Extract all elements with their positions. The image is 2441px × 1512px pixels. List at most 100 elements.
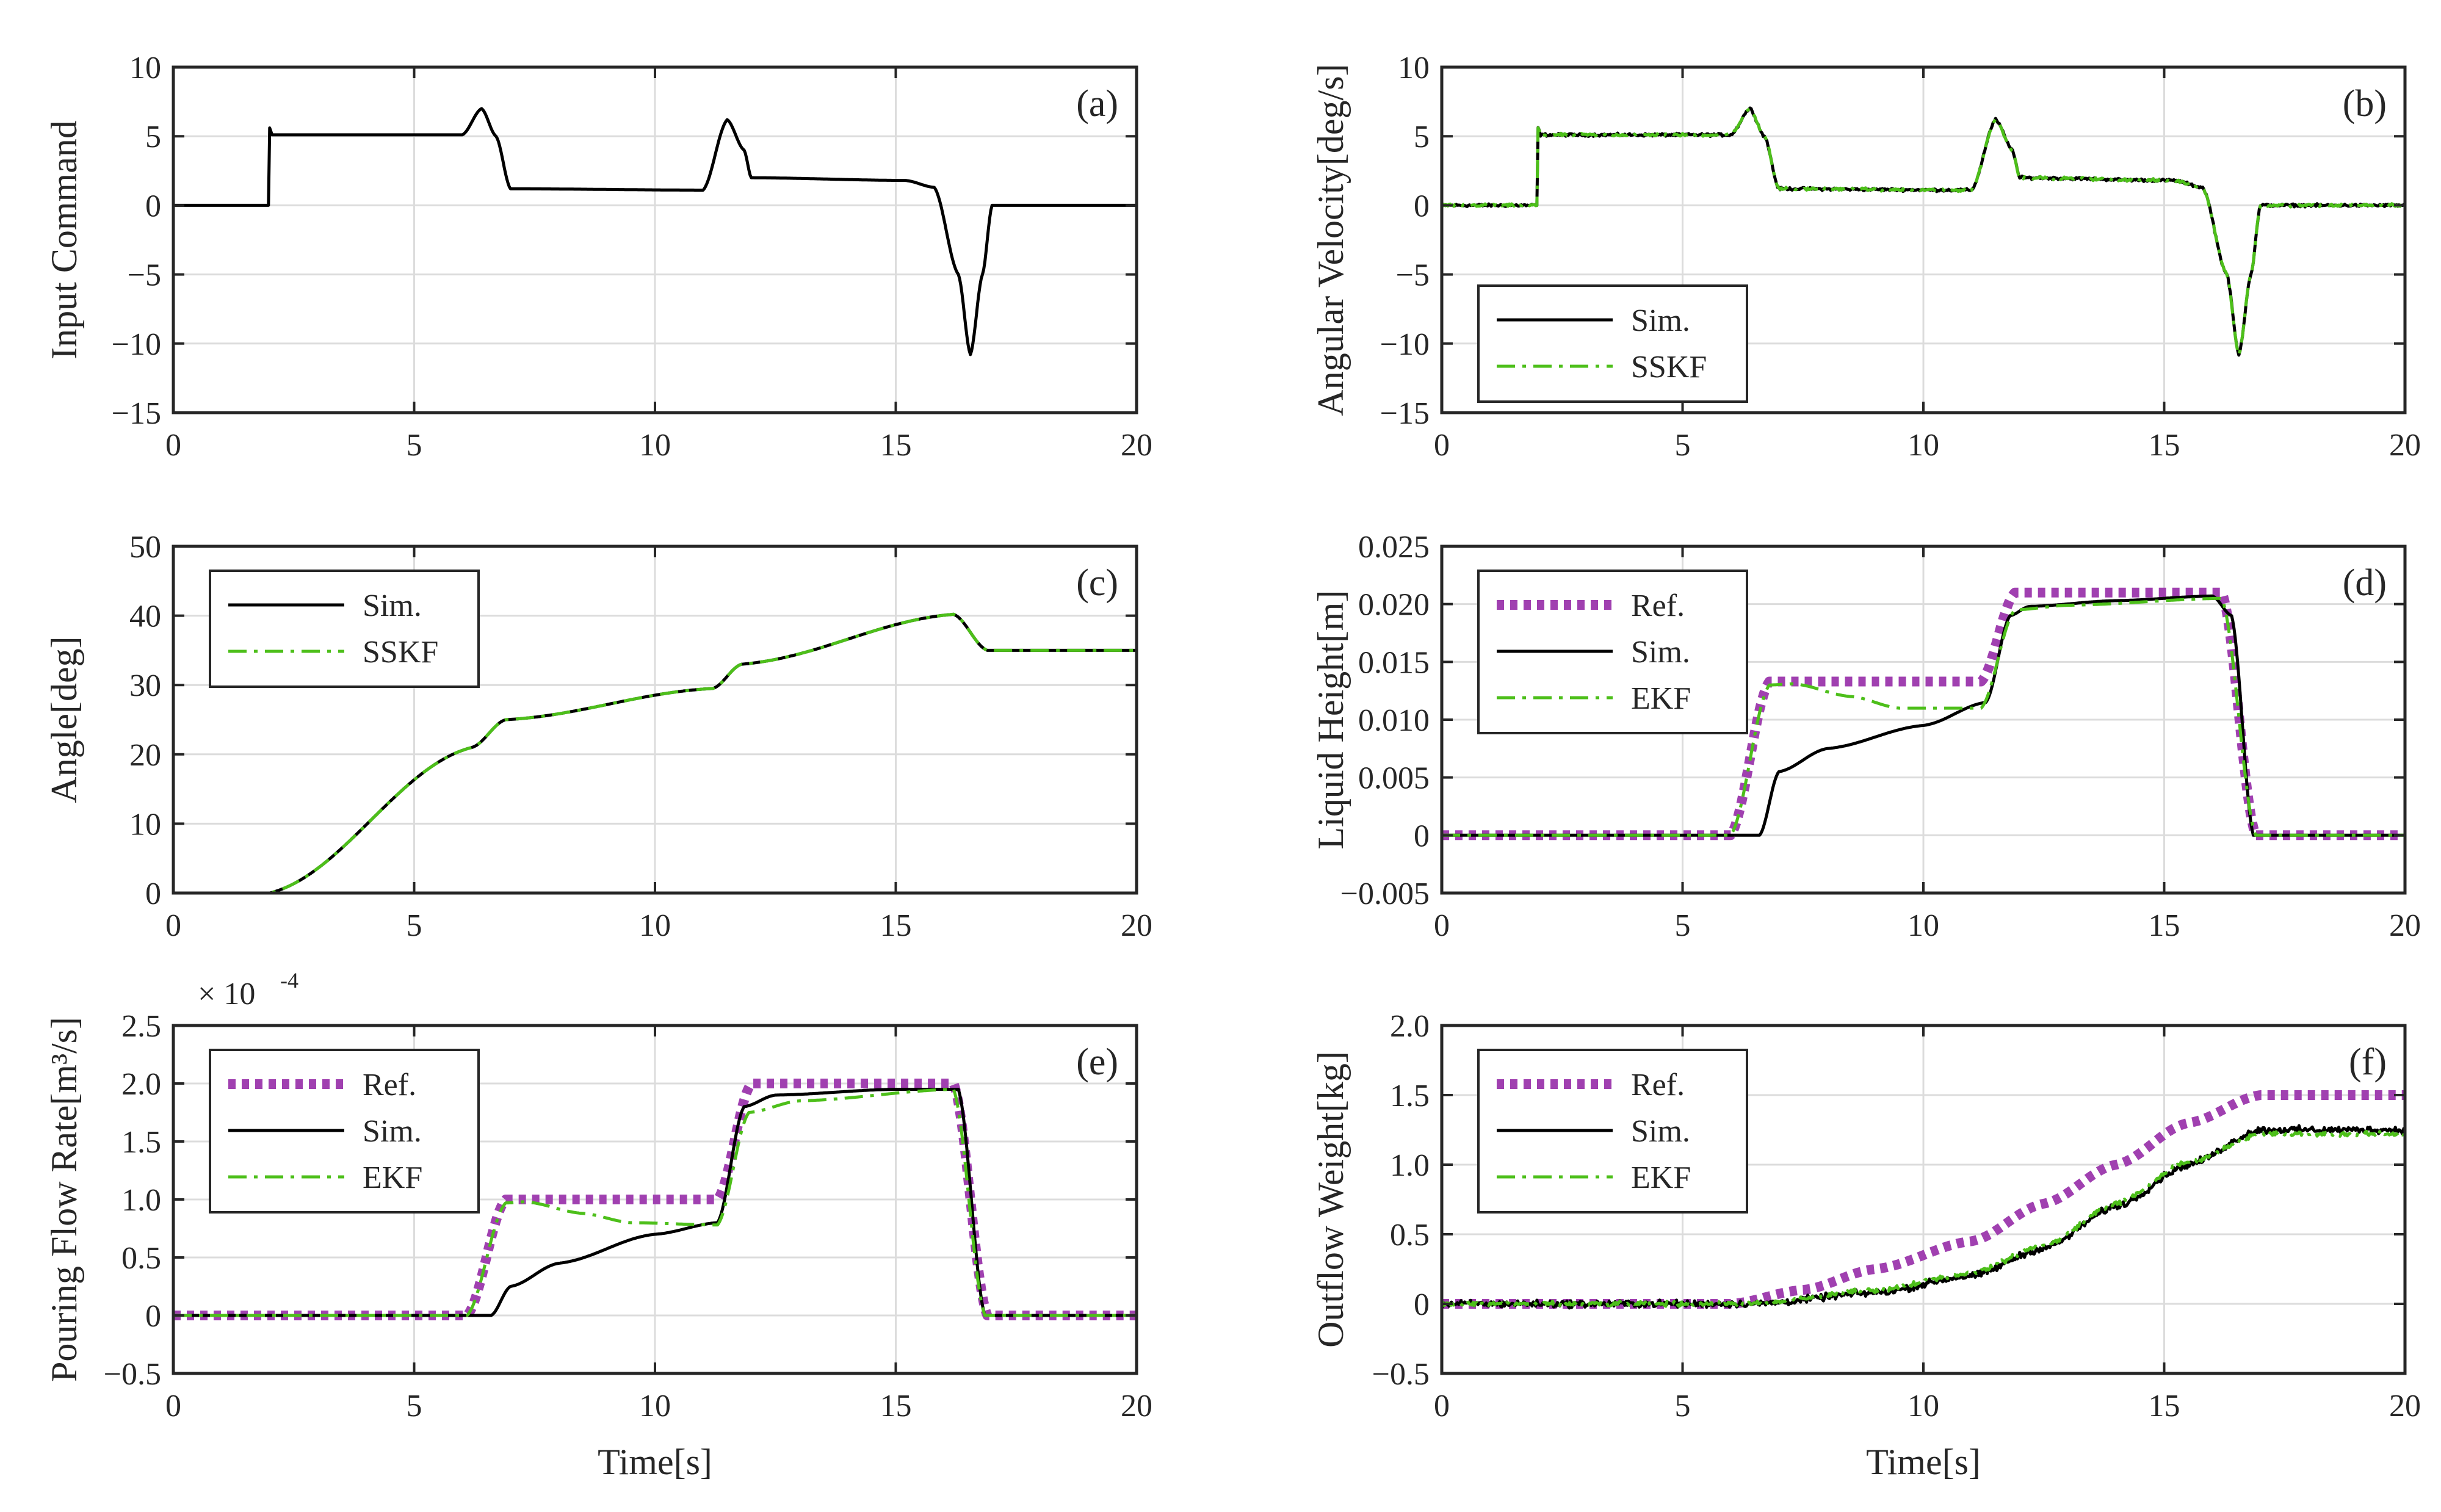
y-tick-label: 2.5: [121, 1009, 161, 1044]
y-tick-label: 0.025: [1358, 530, 1430, 565]
y-tick-label: 50: [129, 530, 161, 565]
x-tick-label: 5: [407, 908, 422, 943]
y-tick-label: 40: [129, 599, 161, 634]
legend-box: [209, 570, 480, 688]
legend: Ref. Sim. EKF: [209, 1049, 480, 1214]
x-axis-label: Time[s]: [1866, 1442, 1981, 1482]
y-axis-label: Pouring Flow Rate[m³/s]: [44, 1017, 84, 1382]
y-tick-label: −10: [112, 327, 161, 362]
legend-entry: Sim.: [1631, 303, 1690, 338]
series-line-sim: [1442, 1124, 2405, 1310]
x-tick-label: 15: [880, 1389, 912, 1423]
x-tick-label: 10: [639, 1389, 671, 1423]
x-tick-label: 10: [1908, 428, 1939, 463]
series-line-ref: [1442, 1090, 2405, 1309]
x-tick-label: 5: [1675, 908, 1691, 943]
y-tick-label: 10: [1398, 51, 1430, 85]
panel-label: (f): [2349, 1041, 2387, 1083]
x-tick-label: 0: [165, 908, 181, 943]
x-tick-label: 20: [1121, 1389, 1152, 1423]
y-tick-label: 0.005: [1358, 761, 1430, 796]
x-tick-label: 10: [639, 428, 671, 463]
panel-label: (d): [2343, 562, 2387, 604]
x-tick-label: 5: [407, 428, 422, 463]
legend-entry: Sim.: [1631, 1114, 1690, 1149]
series-line-sskf: [173, 612, 1137, 893]
x-tick-label: 10: [1908, 1389, 1939, 1423]
exponent-superscript: -4: [280, 968, 298, 993]
y-tick-label: 0: [1414, 819, 1430, 853]
panel-label: (c): [1076, 562, 1118, 604]
legend: Ref. Sim. EKF: [1477, 1049, 1748, 1214]
y-tick-label: −15: [112, 396, 161, 431]
y-tick-label: 10: [129, 51, 161, 85]
x-tick-label: 10: [1908, 908, 1939, 943]
panel-label: (e): [1076, 1041, 1118, 1083]
x-tick-label: 0: [165, 428, 181, 463]
exponent-label: × 10: [198, 977, 255, 1011]
series-line-input: [173, 107, 1137, 356]
y-tick-label: 1.0: [121, 1183, 161, 1218]
y-tick-label: 1.5: [1390, 1079, 1430, 1113]
y-axis-label: Input Command: [44, 120, 84, 360]
y-tick-label: 10: [129, 807, 161, 842]
legend: Ref. Sim. EKF: [1477, 570, 1748, 734]
legend-entry: EKF: [363, 1160, 422, 1195]
x-tick-label: 5: [1675, 428, 1691, 463]
y-tick-label: 30: [129, 668, 161, 703]
x-tick-label: 15: [2149, 1389, 2180, 1423]
chart-panel-c: 0 5 10 15 20 0 10 20 30 40 50 Angle[deg] (c) Sim. SSKF: [44, 530, 1152, 943]
legend-entry: Sim.: [363, 588, 422, 623]
y-tick-label: 0.020: [1358, 588, 1430, 623]
x-tick-label: 0: [1434, 1389, 1450, 1423]
x-tick-label: 5: [1675, 1389, 1691, 1423]
y-tick-label: −0.5: [104, 1357, 161, 1392]
x-tick-label: 15: [880, 908, 912, 943]
x-tick-label: 15: [2149, 428, 2180, 463]
y-tick-label: 20: [129, 738, 161, 773]
y-axis-label: Liquid Height[m]: [1311, 590, 1351, 850]
y-tick-label: 0: [145, 877, 161, 911]
x-tick-label: 0: [1434, 428, 1450, 463]
y-axis-label: Angular Velocity[deg/s]: [1311, 63, 1351, 416]
chart-panel-a: 0 5 10 15 20 −15 −10 −5 0 5 10 Input Command (a): [44, 51, 1152, 463]
series-line-ekf: [173, 1088, 1137, 1317]
y-tick-label: −0.5: [1372, 1357, 1430, 1392]
y-tick-label: −5: [1396, 258, 1430, 293]
y-tick-label: −5: [128, 258, 161, 293]
legend-entry: Ref.: [1631, 588, 1685, 623]
y-tick-label: 1.5: [121, 1125, 161, 1160]
panel-label: (a): [1076, 83, 1118, 125]
x-tick-label: 10: [639, 908, 671, 943]
chart-panel-d: 0 5 10 15 20−0.00500.0050.0100.0150.0200.025…: [1311, 530, 2421, 943]
y-tick-label: 0: [1414, 1287, 1430, 1322]
y-tick-label: 2.0: [1390, 1009, 1430, 1044]
x-tick-label: 15: [2149, 908, 2180, 943]
chart-panel-b: 0 5 10 15 20 −15 −10 −5 0 5 10 Angular Velocity[deg…: [1311, 51, 2421, 463]
series-line-sskf: [1442, 107, 2405, 357]
y-tick-label: 2.0: [121, 1067, 161, 1102]
y-tick-label: −10: [1380, 327, 1430, 362]
x-tick-label: 20: [2389, 908, 2421, 943]
y-tick-label: −0.005: [1340, 877, 1430, 911]
y-tick-label: 0.015: [1358, 645, 1430, 680]
x-tick-label: 5: [407, 1389, 422, 1423]
y-tick-label: 0: [145, 1299, 161, 1334]
legend-entry: EKF: [1631, 681, 1691, 716]
y-tick-label: 5: [145, 120, 161, 154]
y-tick-label: 1.0: [1390, 1148, 1430, 1183]
legend-box: [1477, 284, 1748, 403]
y-tick-label: 0: [145, 189, 161, 223]
legend-entry: Ref.: [363, 1068, 416, 1102]
legend: Sim. SSKF: [1477, 284, 1748, 403]
y-tick-label: 0.5: [1390, 1218, 1430, 1253]
x-tick-label: 20: [2389, 1389, 2421, 1423]
y-tick-label: 0: [1414, 189, 1430, 223]
legend-entry: SSKF: [363, 635, 438, 670]
y-tick-label: 0.5: [121, 1241, 161, 1276]
legend-entry: SSKF: [1631, 350, 1707, 385]
y-tick-label: −15: [1380, 396, 1430, 431]
